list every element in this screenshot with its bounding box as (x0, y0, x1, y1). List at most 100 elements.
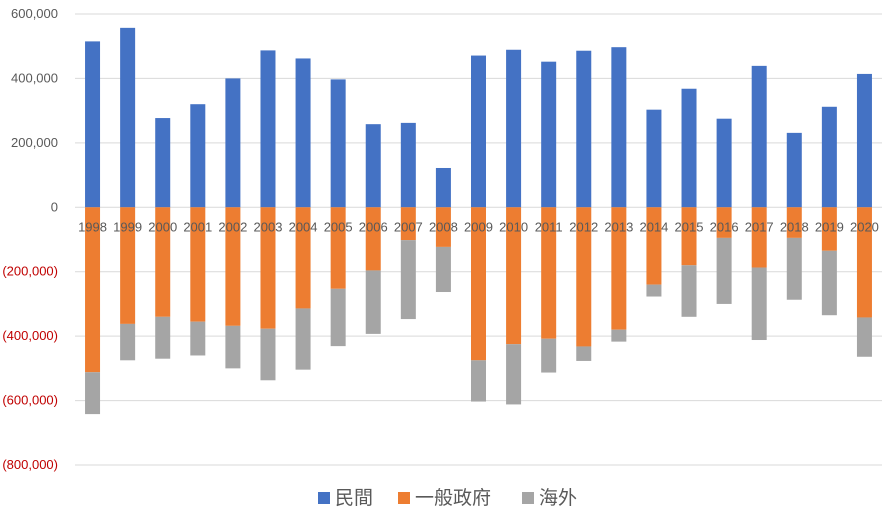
bar-private (611, 47, 627, 208)
bar-government (506, 207, 522, 345)
bar-private (330, 79, 346, 208)
x-tick-label: 2012 (569, 219, 598, 234)
bar-government (751, 207, 767, 268)
bar-government (365, 207, 381, 271)
bar-government (576, 207, 592, 347)
bar-government (435, 207, 451, 247)
bar-government (85, 207, 101, 373)
bar-private (225, 78, 241, 208)
legend-swatch (398, 492, 410, 504)
bar-overseas (155, 316, 171, 359)
legend-label: 一般政府 (415, 487, 491, 509)
bar-overseas (506, 344, 522, 405)
bars (85, 27, 872, 415)
bar-government (471, 207, 486, 361)
x-tick-label: 2016 (710, 219, 739, 234)
bar-overseas (190, 321, 206, 356)
bar-government (786, 207, 802, 238)
y-tick-label: (200,000) (2, 264, 58, 279)
bar-government (155, 207, 171, 317)
x-tick-label: 2004 (289, 219, 318, 234)
bar-private (155, 118, 171, 208)
bar-private (646, 109, 662, 208)
bar-private (260, 50, 276, 208)
bar-private (120, 27, 136, 208)
x-tick-label: 2015 (675, 219, 704, 234)
bar-overseas (576, 346, 592, 361)
bar-government (716, 207, 732, 238)
x-tick-label: 2020 (850, 219, 879, 234)
bar-government (225, 207, 241, 326)
bar-overseas (85, 372, 101, 415)
bar-overseas (471, 360, 486, 402)
legend-label: 海外 (539, 487, 577, 509)
x-tick-label: 2017 (745, 219, 774, 234)
bar-overseas (856, 317, 872, 357)
bar-private (295, 58, 311, 208)
legend-swatch (522, 492, 534, 504)
bar-private (400, 122, 416, 208)
bar-overseas (821, 250, 837, 316)
bar-government (646, 207, 662, 285)
y-tick-label: 200,000 (11, 135, 58, 150)
bar-government (190, 207, 206, 322)
legend-label: 民間 (335, 487, 373, 509)
bar-overseas (330, 288, 346, 347)
bar-overseas (435, 246, 451, 293)
bar-private (751, 65, 767, 208)
bar-overseas (365, 270, 381, 334)
bar-private (471, 55, 486, 208)
x-tick-label: 2005 (324, 219, 353, 234)
y-tick-label: 0 (51, 199, 58, 214)
x-tick-label: 2010 (499, 219, 528, 234)
bar-government (260, 207, 276, 329)
bar-private (190, 104, 206, 208)
bar-private (365, 124, 381, 208)
y-axis: 600,000 400,000 200,000 0 (200,000) (400,000)… (2, 6, 58, 472)
x-tick-label: 2009 (464, 219, 493, 234)
bar-overseas (611, 329, 627, 342)
bar-private (681, 88, 697, 208)
x-tick-label: 2011 (535, 219, 563, 234)
x-tick-label: 2008 (429, 219, 458, 234)
x-tick-label: 2014 (639, 219, 668, 234)
x-tick-label: 2013 (604, 219, 633, 234)
bar-private (85, 41, 101, 208)
y-tick-label: (800,000) (2, 457, 58, 472)
bar-overseas (646, 284, 662, 297)
bar-government (681, 207, 697, 266)
bar-overseas (260, 328, 276, 381)
x-tick-label: 2019 (815, 219, 844, 234)
bar-overseas (225, 325, 241, 369)
bar-overseas (541, 338, 557, 373)
legend-swatch (318, 492, 330, 504)
bar-private (821, 106, 837, 208)
y-tick-label: 600,000 (11, 6, 58, 21)
y-tick-label: (600,000) (2, 393, 58, 408)
bar-overseas (716, 237, 732, 304)
x-axis-labels: 1998 1999 2000 2001 2002 2003 2004 2005 2006 2007… (78, 219, 879, 234)
x-tick-label: 2003 (254, 219, 283, 234)
x-tick-label: 2000 (148, 219, 177, 234)
x-tick-label: 1999 (113, 219, 142, 234)
x-tick-label: 2001 (183, 219, 212, 234)
x-tick-label: 2002 (218, 219, 247, 234)
y-tick-label: 400,000 (11, 70, 58, 85)
bar-private (506, 49, 522, 208)
bar-overseas (400, 240, 416, 320)
bar-private (716, 118, 732, 208)
bar-government (611, 207, 627, 330)
bar-government (120, 207, 136, 324)
x-tick-label: 1998 (78, 219, 107, 234)
bar-private (786, 132, 802, 208)
bar-overseas (295, 308, 311, 370)
bar-government (821, 207, 837, 251)
y-tick-label: (400,000) (2, 328, 58, 343)
bar-overseas (751, 267, 767, 341)
x-tick-label: 2006 (359, 219, 388, 234)
bar-government (856, 207, 872, 318)
bar-private (576, 50, 592, 208)
bar-overseas (681, 265, 697, 317)
bar-private (856, 73, 872, 208)
